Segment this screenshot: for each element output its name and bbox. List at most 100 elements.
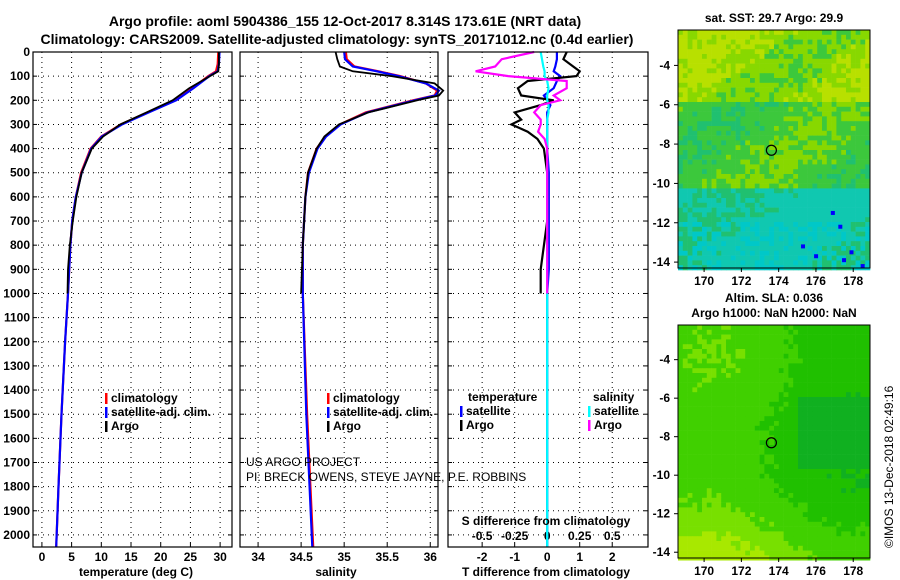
map-cell — [831, 30, 837, 36]
map-cell — [826, 502, 832, 508]
map-cell — [826, 145, 832, 151]
map-cell — [788, 121, 794, 127]
map-cell — [807, 241, 813, 247]
map-cell — [730, 517, 736, 523]
map-cell — [687, 339, 693, 345]
map-cell — [822, 353, 828, 359]
map-cell — [769, 260, 775, 266]
map-cell — [764, 58, 770, 64]
map-cell — [812, 87, 818, 93]
map-cell — [721, 449, 727, 455]
map-cell — [702, 34, 708, 40]
map-cell — [702, 363, 708, 369]
map-cell — [716, 545, 722, 551]
map-cell — [740, 250, 746, 256]
map-cell — [735, 54, 741, 60]
map-cell — [846, 121, 852, 127]
map-cell — [846, 349, 852, 355]
map-cell — [692, 545, 698, 551]
map-cell — [855, 126, 861, 132]
map-cell — [831, 44, 837, 50]
map-cell — [692, 164, 698, 170]
map-cell — [697, 231, 703, 237]
map-cell — [721, 488, 727, 494]
map-cell — [802, 140, 808, 146]
map-cell — [697, 416, 703, 422]
map-cell — [812, 387, 818, 393]
map-cell — [764, 193, 770, 199]
map-cell — [697, 449, 703, 455]
map-cell — [860, 217, 866, 223]
map-cell — [730, 49, 736, 55]
map-cell — [802, 493, 808, 499]
map-cell — [745, 97, 751, 103]
map-cell — [826, 193, 832, 199]
map-cell — [745, 183, 751, 189]
map-cell — [778, 121, 784, 127]
map-cell — [841, 373, 847, 379]
map-cell — [850, 425, 856, 431]
map-cell — [817, 349, 823, 355]
map-cell — [783, 521, 789, 527]
map-cell — [822, 382, 828, 388]
map-cell — [812, 140, 818, 146]
map-cell — [697, 478, 703, 484]
map-cell — [802, 373, 808, 379]
map-cell — [841, 126, 847, 132]
map-cell — [702, 459, 708, 465]
map-cell — [687, 449, 693, 455]
map-cell — [788, 493, 794, 499]
map-cell — [711, 536, 717, 542]
map-cell — [846, 222, 852, 228]
map-cell — [769, 497, 775, 503]
map-cell — [726, 159, 732, 165]
map-cell — [711, 159, 717, 165]
map-cell — [846, 363, 852, 369]
map-cell — [841, 401, 847, 407]
map-cell — [778, 449, 784, 455]
map-cell — [706, 401, 712, 407]
map-cell — [697, 178, 703, 184]
map-cell — [692, 478, 698, 484]
map-cell — [706, 440, 712, 446]
map-cell — [730, 349, 736, 355]
map-cell — [860, 334, 866, 340]
map-cell — [778, 497, 784, 503]
map-cell — [678, 502, 684, 508]
map-cell — [716, 536, 722, 542]
map-cell — [692, 349, 698, 355]
map-cell — [740, 111, 746, 117]
map-cell — [682, 358, 688, 364]
map-cell — [826, 536, 832, 542]
map-cell — [754, 202, 760, 208]
map-cell — [711, 30, 717, 36]
map-cell — [735, 488, 741, 494]
map-cell — [750, 373, 756, 379]
map-cell — [706, 193, 712, 199]
map-cell — [678, 536, 684, 542]
map-cell — [822, 154, 828, 160]
map-cell — [855, 526, 861, 532]
map-cell — [711, 526, 717, 532]
map-cell — [697, 121, 703, 127]
map-cell — [860, 63, 866, 69]
map-cell — [807, 421, 813, 427]
map-cell — [798, 454, 804, 460]
map-cell — [778, 435, 784, 441]
map-cell — [687, 368, 693, 374]
map-cell — [774, 174, 780, 180]
map-cell — [740, 236, 746, 242]
map-cell — [807, 102, 813, 108]
map-cell — [697, 454, 703, 460]
map-cell — [850, 411, 856, 417]
map-cell — [783, 353, 789, 359]
map-cell — [788, 512, 794, 518]
map-cell — [865, 246, 871, 252]
map-cell — [721, 73, 727, 79]
map-cell — [678, 58, 684, 64]
map-cell — [817, 78, 823, 84]
map-cell — [750, 459, 756, 465]
map-cell — [682, 517, 688, 523]
map-cell — [702, 502, 708, 508]
